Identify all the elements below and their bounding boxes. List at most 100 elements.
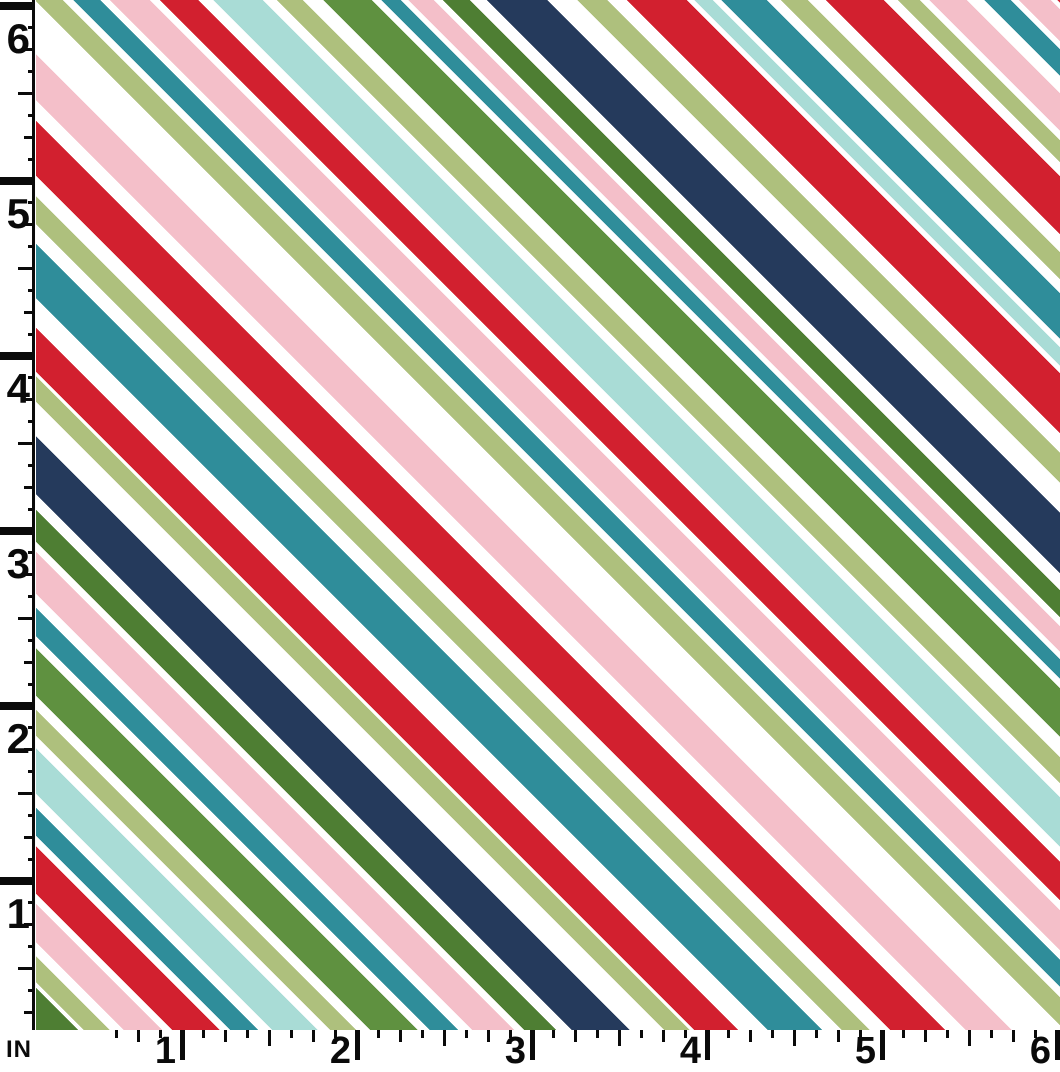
minor-tick-left xyxy=(27,201,33,205)
minor-tick-bottom xyxy=(661,1030,665,1042)
inch-label-left: 5 xyxy=(6,190,30,237)
inch-tick-bottom xyxy=(354,1030,360,1060)
minor-tick-left xyxy=(18,267,33,270)
minor-tick-left xyxy=(24,1010,33,1014)
inch-tick-left xyxy=(0,352,34,360)
minor-tick-bottom xyxy=(989,1030,993,1038)
minor-tick-left xyxy=(27,682,33,686)
minor-tick-bottom xyxy=(114,1030,118,1038)
inch-label-left: 4 xyxy=(6,365,30,412)
minor-tick-left xyxy=(18,967,33,970)
left-ruler-line xyxy=(32,0,35,1030)
minor-tick-bottom xyxy=(683,1030,687,1038)
minor-tick-left xyxy=(27,638,33,642)
minor-tick-left xyxy=(24,48,33,52)
minor-tick-left xyxy=(18,92,33,95)
inch-label-bottom: 6 xyxy=(1029,1030,1051,1072)
minor-tick-bottom xyxy=(443,1030,446,1046)
inch-tick-left xyxy=(0,702,34,710)
minor-tick-left xyxy=(27,770,33,774)
minor-tick-left xyxy=(27,988,33,992)
minor-tick-left xyxy=(24,573,33,577)
minor-tick-bottom xyxy=(1033,1030,1037,1038)
minor-tick-left xyxy=(24,923,33,927)
inch-label-bottom: 4 xyxy=(679,1030,701,1072)
inch-label-bottom: 3 xyxy=(504,1030,526,1072)
minor-tick-bottom xyxy=(464,1030,468,1038)
minor-tick-bottom xyxy=(508,1030,512,1038)
minor-tick-left xyxy=(24,835,33,839)
minor-tick-bottom xyxy=(377,1030,381,1038)
minor-tick-bottom xyxy=(858,1030,862,1038)
minor-tick-left xyxy=(27,157,33,161)
minor-tick-left xyxy=(27,507,33,511)
minor-tick-bottom xyxy=(268,1030,271,1046)
minor-tick-left xyxy=(27,857,33,861)
minor-tick-left xyxy=(24,748,33,752)
minor-tick-bottom xyxy=(552,1030,556,1038)
inch-tick-bottom xyxy=(1054,1030,1060,1060)
minor-tick-left xyxy=(27,376,33,380)
minor-tick-bottom xyxy=(618,1030,621,1046)
inch-tick-bottom xyxy=(704,1030,710,1060)
minor-tick-bottom xyxy=(727,1030,731,1038)
minor-tick-bottom xyxy=(771,1030,775,1038)
minor-tick-left xyxy=(24,135,33,139)
minor-tick-bottom xyxy=(968,1030,971,1046)
inch-label-bottom: 1 xyxy=(154,1030,176,1072)
minor-tick-left xyxy=(27,420,33,424)
inch-tick-bottom xyxy=(179,1030,185,1060)
minor-tick-bottom xyxy=(1011,1030,1015,1042)
inch-label-left: 1 xyxy=(6,890,30,937)
minor-tick-left xyxy=(24,398,33,402)
minor-tick-left xyxy=(18,617,33,620)
minor-tick-left xyxy=(27,595,33,599)
minor-tick-left xyxy=(27,551,33,555)
inch-label-bottom: 2 xyxy=(329,1030,351,1072)
minor-tick-bottom xyxy=(836,1030,840,1042)
inch-tick-bottom xyxy=(879,1030,885,1060)
inch-tick-left xyxy=(0,177,34,185)
minor-tick-bottom xyxy=(333,1030,337,1038)
minor-tick-left xyxy=(18,442,33,445)
minor-tick-left xyxy=(24,660,33,664)
inch-tick-left xyxy=(0,527,34,535)
minor-tick-left xyxy=(27,901,33,905)
minor-tick-bottom xyxy=(639,1030,643,1038)
minor-tick-left xyxy=(27,332,33,336)
inch-tick-left xyxy=(0,877,34,885)
inch-label-left: 3 xyxy=(6,540,30,587)
minor-tick-left xyxy=(24,485,33,489)
minor-tick-bottom xyxy=(793,1030,796,1046)
minor-tick-bottom xyxy=(224,1030,228,1042)
minor-tick-left xyxy=(24,310,33,314)
minor-tick-bottom xyxy=(596,1030,600,1038)
stripe-pattern-fabric xyxy=(36,0,1060,1030)
minor-tick-bottom xyxy=(902,1030,906,1038)
inch-label-left: 2 xyxy=(6,715,30,762)
inch-tick-bottom xyxy=(529,1030,535,1060)
minor-tick-left xyxy=(27,288,33,292)
minor-tick-left xyxy=(27,245,33,249)
minor-tick-left xyxy=(27,463,33,467)
minor-tick-bottom xyxy=(924,1030,928,1042)
minor-tick-bottom xyxy=(946,1030,950,1038)
minor-tick-bottom xyxy=(421,1030,425,1038)
minor-tick-left xyxy=(18,792,33,795)
minor-tick-bottom xyxy=(289,1030,293,1038)
minor-tick-left xyxy=(27,726,33,730)
minor-tick-left xyxy=(27,113,33,117)
minor-tick-bottom xyxy=(574,1030,578,1042)
minor-tick-left xyxy=(24,223,33,227)
minor-tick-bottom xyxy=(202,1030,206,1038)
minor-tick-left xyxy=(27,26,33,30)
inch-label-bottom: 5 xyxy=(854,1030,876,1072)
inch-label-left: 6 xyxy=(6,15,30,62)
inch-tick-left xyxy=(0,2,34,10)
minor-tick-bottom xyxy=(399,1030,403,1042)
minor-tick-bottom xyxy=(136,1030,140,1042)
minor-tick-bottom xyxy=(311,1030,315,1042)
minor-tick-bottom xyxy=(486,1030,490,1042)
minor-tick-bottom xyxy=(158,1030,162,1038)
